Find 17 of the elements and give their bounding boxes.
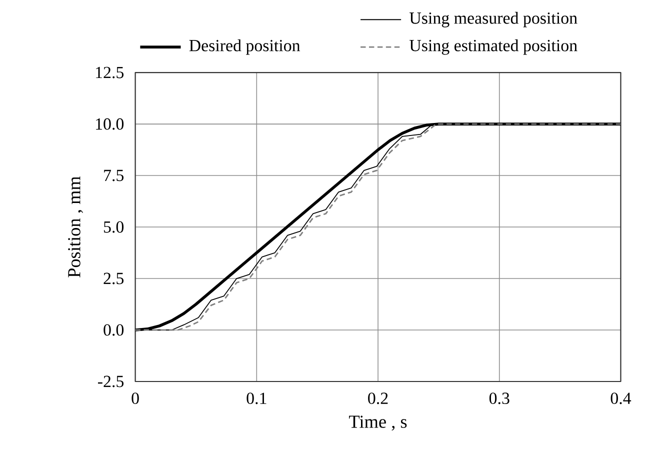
legend-label: Using estimated position — [410, 39, 578, 55]
x-tick-label: 0.2 — [368, 392, 388, 404]
x-tick-label: 0.3 — [489, 392, 510, 404]
x-tick-label: 0.1 — [246, 392, 266, 404]
x-tick-label: 0 — [132, 392, 139, 404]
y-tick-label: 12.5 — [96, 66, 124, 78]
y-axis-title: Position , mm — [68, 176, 83, 278]
x-tick-label: 0.4 — [610, 392, 632, 404]
x-axis-title: Time , s — [349, 416, 407, 431]
y-tick-label: 5.0 — [104, 221, 124, 233]
y-tick-label: 0.0 — [104, 324, 124, 336]
y-tick-label: -2.5 — [98, 376, 124, 388]
legend-label: Using measured position — [410, 12, 578, 28]
y-tick-label: 10.0 — [96, 118, 124, 130]
y-tick-label: 7.5 — [104, 170, 124, 182]
y-tick-label: 2.5 — [104, 272, 124, 284]
legend-label: Desired position — [189, 40, 300, 55]
